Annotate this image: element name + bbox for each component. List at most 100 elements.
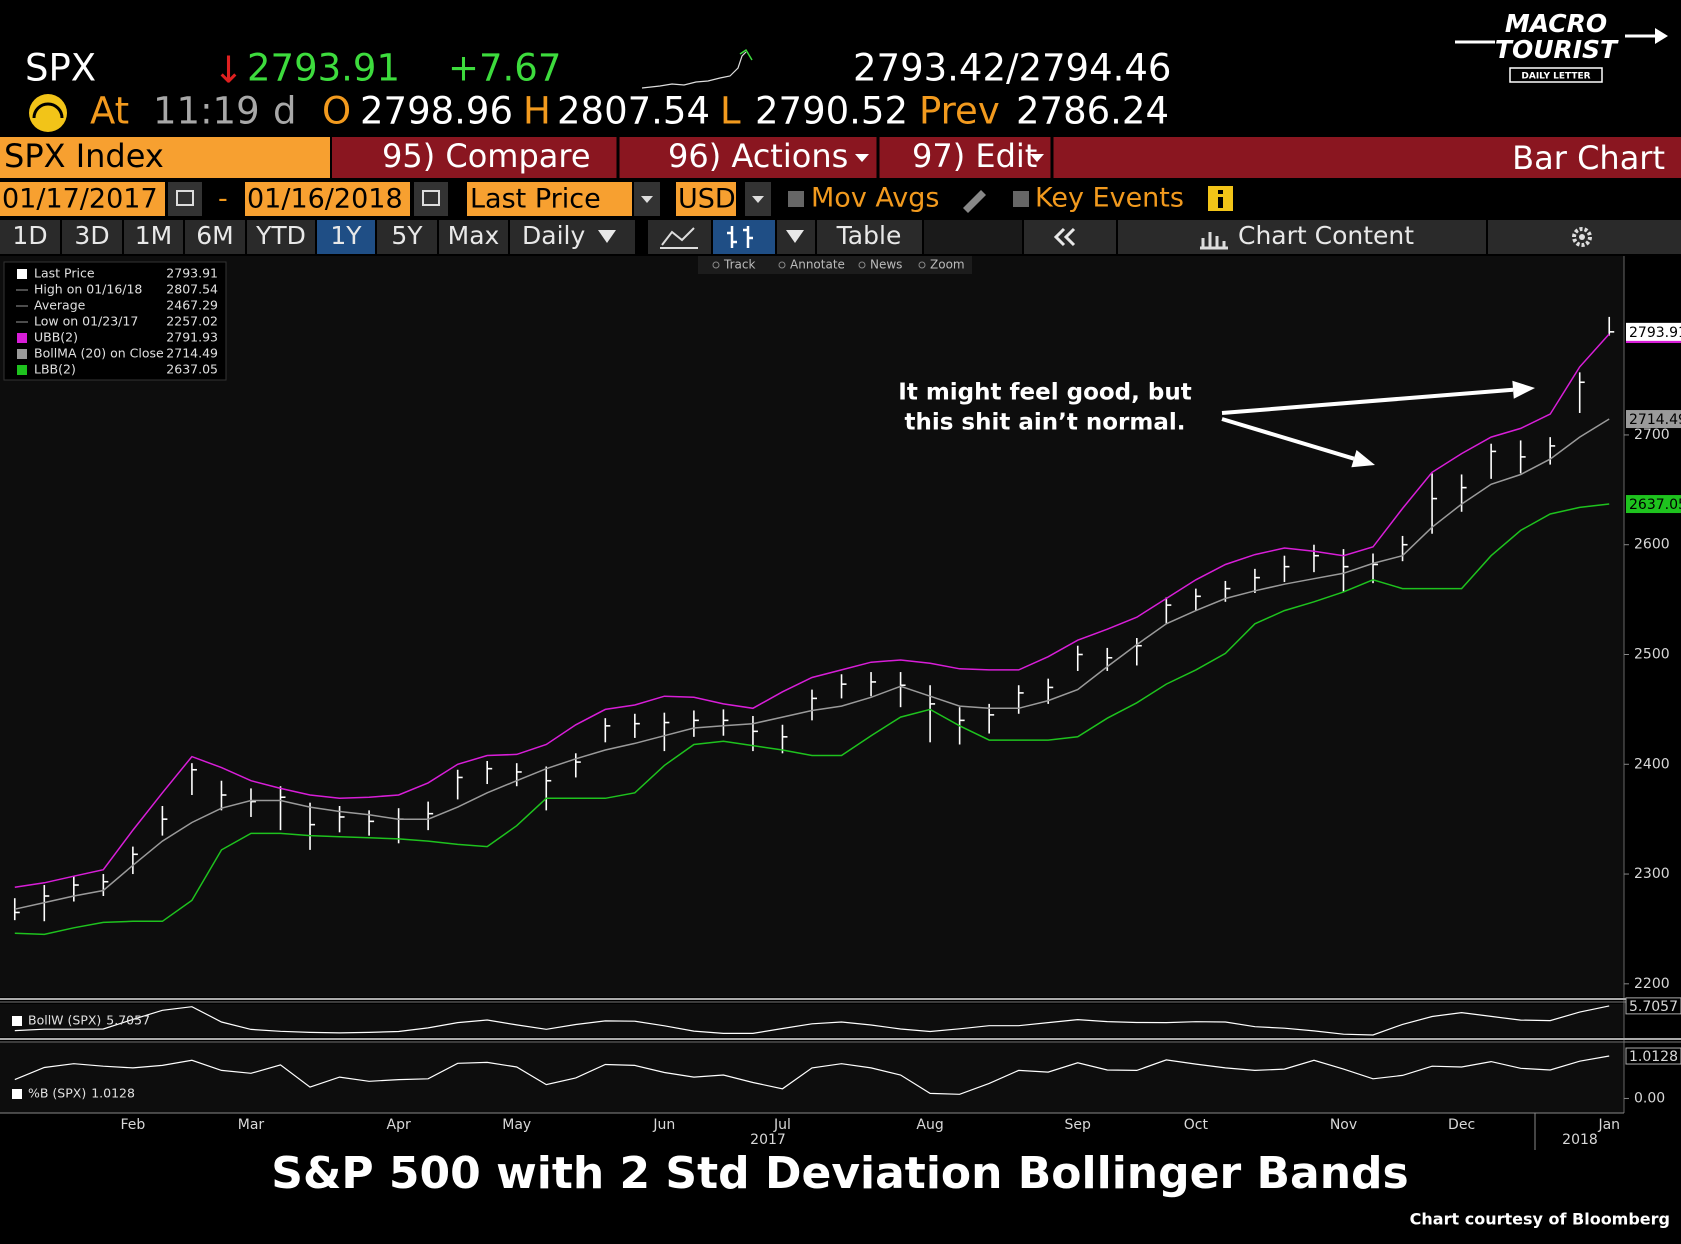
- tool-icon[interactable]: [858, 261, 866, 269]
- tool-icon[interactable]: [918, 261, 926, 269]
- end-date[interactable]: 01/16/2018: [247, 184, 403, 215]
- security-box[interactable]: [0, 137, 330, 178]
- y-tick-label: 0.00: [1634, 1090, 1665, 1106]
- prev-value: 2786.24: [1016, 90, 1169, 133]
- start-date[interactable]: 01/17/2017: [2, 184, 158, 215]
- tool-label[interactable]: Track: [723, 258, 755, 272]
- chart-content-button[interactable]: [1118, 220, 1486, 254]
- frequency[interactable]: Daily: [522, 221, 585, 250]
- bar-chart-button[interactable]: [713, 220, 775, 254]
- legend-box: [3, 261, 227, 381]
- value-tag: [1625, 1047, 1681, 1065]
- quote-time: 11:19: [153, 90, 260, 133]
- period-button[interactable]: [124, 220, 183, 254]
- compare-button[interactable]: 95) Compare: [382, 137, 591, 175]
- annotation: this shit ain’t normal.: [904, 410, 1185, 436]
- legend-value: 2637.05: [166, 362, 218, 377]
- legend-swatch: [17, 365, 27, 375]
- chart-type: Bar Chart: [1512, 139, 1665, 177]
- x-tick-label: May: [502, 1117, 531, 1133]
- period-label[interactable]: 1M: [135, 221, 172, 250]
- annotation-arrow-head: [1351, 450, 1375, 468]
- field[interactable]: Last Price: [470, 184, 601, 215]
- period-button[interactable]: [439, 220, 508, 254]
- legend-value: 2257.02: [166, 314, 218, 329]
- value-tag: [1626, 410, 1681, 429]
- value-tag-label: 1.0128: [1629, 1049, 1678, 1065]
- edit-button[interactable]: 97) Edit: [912, 137, 1037, 175]
- annotation-arrow: [1221, 417, 1355, 461]
- security[interactable]: SPX Index: [4, 137, 164, 175]
- checkbox[interactable]: [788, 191, 804, 207]
- currency-box[interactable]: [676, 182, 736, 216]
- value-tag-label: 2714.49: [1629, 412, 1681, 428]
- field-box[interactable]: [467, 182, 632, 216]
- sparkline-end: [739, 48, 753, 61]
- period-label[interactable]: Max: [448, 221, 500, 250]
- low-label: L: [720, 90, 741, 133]
- chart-tools-strip: [698, 256, 972, 274]
- legend-label: UBB(2): [34, 330, 78, 345]
- end-date-box[interactable]: [245, 182, 410, 216]
- period-button[interactable]: [62, 220, 122, 254]
- currency[interactable]: USD: [678, 184, 736, 215]
- logo-arrow-head: [1655, 28, 1668, 44]
- calendar-button[interactable]: [414, 182, 448, 216]
- key-events[interactable]: Key Events: [1035, 183, 1184, 214]
- value-tag: [1625, 997, 1681, 1015]
- calendar-icon: [176, 190, 194, 206]
- mov-avgs[interactable]: Mov Avgs: [811, 183, 939, 214]
- info-icon-mark: [1218, 197, 1223, 208]
- legend-label: Last Price: [34, 266, 95, 281]
- open-value: 2798.96: [360, 90, 513, 133]
- series-line: [14, 503, 1610, 936]
- legend-label: LBB(2): [34, 362, 76, 377]
- annotation-arrow: [1221, 387, 1514, 415]
- annotation: It might feel good, but: [898, 380, 1191, 406]
- tool-label[interactable]: News: [870, 258, 902, 272]
- calendar-button[interactable]: [168, 182, 202, 216]
- x-tick-label: Aug: [916, 1117, 943, 1133]
- period-button[interactable]: [185, 220, 245, 254]
- legend-label: BollMA (20) on Close: [34, 346, 164, 361]
- net-change: +7.67: [448, 47, 561, 90]
- logo-text: DAILY LETTER: [1521, 72, 1590, 82]
- frequency-button[interactable]: [510, 220, 635, 254]
- tool-label[interactable]: Annotate: [790, 258, 845, 272]
- period-button[interactable]: [247, 220, 315, 254]
- legend-label: BollW (SPX): [28, 1013, 101, 1028]
- period-label[interactable]: 5Y: [391, 221, 423, 250]
- checkbox[interactable]: [1013, 191, 1029, 207]
- period-label[interactable]: 3D: [74, 221, 109, 250]
- logo: MACRO TOURIST DAILY LETTER: [1455, 9, 1668, 83]
- legend-swatch: [17, 269, 27, 279]
- pencil-icon[interactable]: [963, 190, 986, 213]
- chart-content-label[interactable]: Chart Content: [1238, 221, 1414, 250]
- tool-icon[interactable]: [778, 261, 786, 269]
- y-tick-label: 2200: [1634, 976, 1670, 992]
- period-label[interactable]: 1Y: [330, 221, 362, 250]
- bar-chart-icon: [727, 226, 753, 248]
- table-label[interactable]: Table: [836, 221, 902, 250]
- period-label[interactable]: YTD: [255, 221, 306, 250]
- collapse-button[interactable]: [1024, 220, 1116, 254]
- start-date-box[interactable]: [0, 182, 165, 216]
- period-label[interactable]: 6M: [196, 221, 233, 250]
- value-tag-label: 5.7057: [1629, 999, 1678, 1015]
- logo-text: TOURIST: [1495, 35, 1619, 64]
- tool-icon[interactable]: [712, 261, 720, 269]
- open-label: O: [322, 90, 351, 133]
- period-label[interactable]: 1D: [12, 221, 47, 250]
- legend-value: 2714.49: [166, 346, 218, 361]
- period-button[interactable]: [0, 220, 60, 254]
- period-button[interactable]: [377, 220, 437, 254]
- period-button[interactable]: [317, 220, 375, 254]
- logo-text: MACRO: [1505, 9, 1607, 38]
- dropdown-arrow: [1030, 154, 1044, 162]
- legend-swatch: [12, 1089, 22, 1099]
- actions-button[interactable]: 96) Actions: [668, 137, 848, 175]
- table-button[interactable]: [817, 220, 922, 254]
- x-tick-label: Mar: [238, 1117, 265, 1133]
- tool-label[interactable]: Zoom: [930, 258, 965, 272]
